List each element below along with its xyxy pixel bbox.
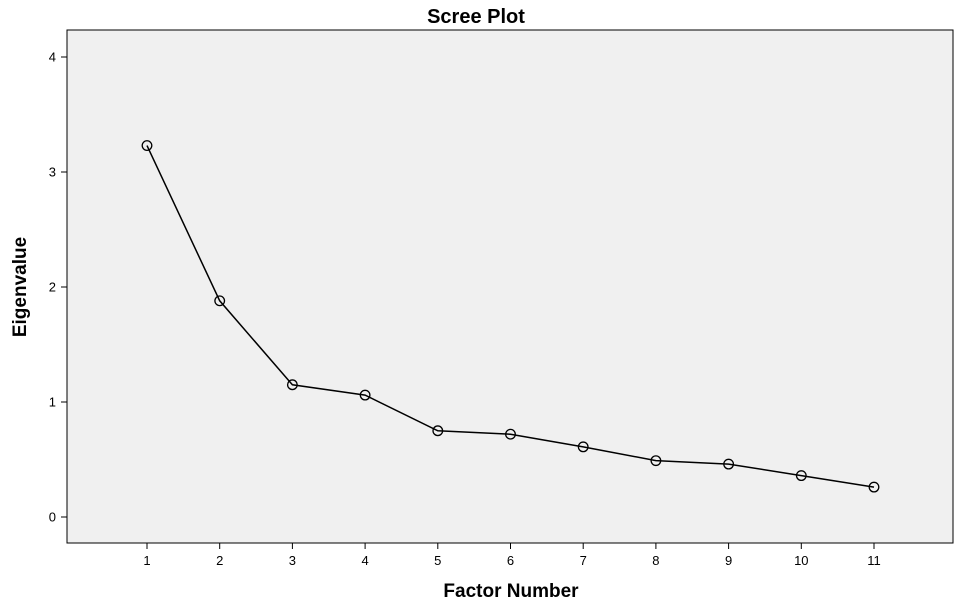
data-point-4 xyxy=(359,389,371,401)
y-tick-label-1: 1 xyxy=(49,395,56,410)
plot-area xyxy=(66,29,954,544)
x-tick-label-7: 7 xyxy=(580,553,587,568)
x-tick-label-2: 2 xyxy=(216,553,223,568)
y-tick-label-0: 0 xyxy=(49,510,56,525)
y-tick-label-2: 2 xyxy=(49,280,56,295)
data-point-8 xyxy=(650,455,662,467)
data-point-1 xyxy=(141,140,153,152)
x-tick-label-8: 8 xyxy=(652,553,659,568)
data-point-9 xyxy=(723,458,735,470)
data-point-7 xyxy=(577,441,589,453)
x-tick-label-10: 10 xyxy=(794,553,808,568)
y-tick-label-3: 3 xyxy=(49,165,56,180)
y-axis-label: Eigenvalue xyxy=(10,237,31,337)
x-tick-label-3: 3 xyxy=(289,553,296,568)
data-point-10 xyxy=(795,470,807,482)
x-tick-label-1: 1 xyxy=(143,553,150,568)
x-tick-label-5: 5 xyxy=(434,553,441,568)
eigenvalue-series-line xyxy=(146,145,875,488)
x-tick-label-9: 9 xyxy=(725,553,732,568)
y-tick-label-4: 4 xyxy=(49,50,56,65)
x-tick-label-6: 6 xyxy=(507,553,514,568)
x-tick-label-4: 4 xyxy=(361,553,368,568)
data-point-2 xyxy=(214,295,226,307)
x-tick-label-11: 11 xyxy=(867,553,881,568)
data-point-6 xyxy=(505,428,516,440)
y-axis: 0 1 2 3 4 xyxy=(49,50,67,525)
chart-title: Scree Plot xyxy=(427,6,525,28)
data-point-5 xyxy=(432,425,444,437)
x-axis-label: Factor Number xyxy=(443,581,579,602)
data-point-11 xyxy=(868,481,880,493)
x-axis: 1 2 3 4 5 6 7 8 9 10 11 xyxy=(143,543,881,568)
data-point-3 xyxy=(286,379,298,391)
eigenvalue-points xyxy=(141,140,880,493)
